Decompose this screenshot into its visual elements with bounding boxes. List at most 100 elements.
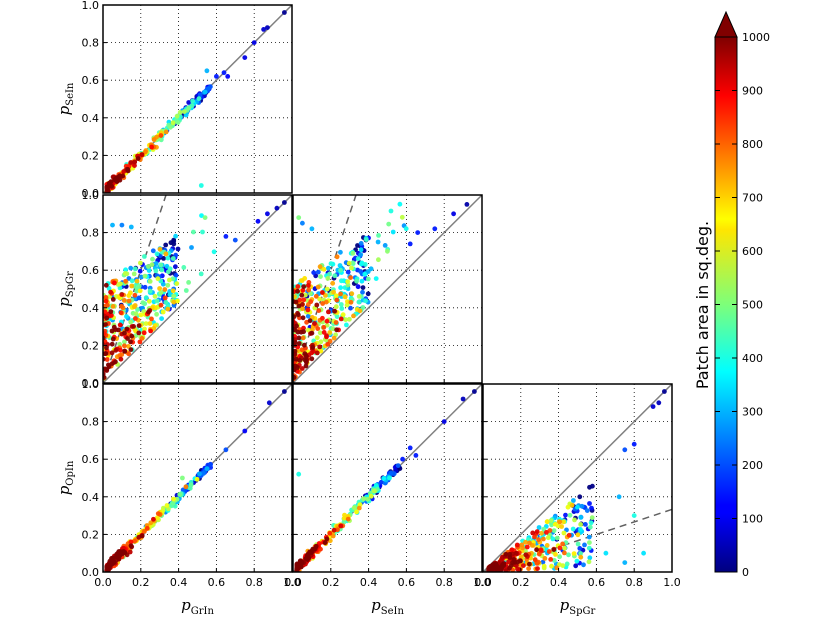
colorbar-tick-label: 900 [742,85,763,98]
data-point [338,302,344,307]
data-point [303,292,308,298]
data-point [170,288,176,294]
y-tick-label: 0.2 [82,149,100,162]
data-point [345,516,351,522]
data-point [472,389,477,394]
data-point [564,561,570,567]
identity-line [483,384,672,572]
data-point [354,509,359,515]
data-point [587,501,592,506]
data-point [397,201,403,207]
data-point [588,520,594,526]
data-point [202,89,208,95]
data-point [527,561,532,567]
data-point [105,566,110,571]
data-point [149,144,155,150]
data-point [523,548,528,554]
data-point [317,264,323,270]
data-point [563,512,568,518]
x-axis-label: pSpGr [560,596,596,617]
data-point [325,276,331,281]
data-point [251,40,257,45]
data-point [343,317,348,322]
data-point [232,237,238,243]
data-point [317,344,323,350]
data-point [109,350,115,356]
data-point [139,274,144,280]
data-point [407,445,413,451]
data-point [149,316,154,322]
data-point [299,292,305,298]
data-point [121,298,127,303]
data-point [126,293,132,298]
data-point [535,566,540,571]
x-tick-label: 1.0 [283,576,301,589]
data-point [460,396,466,402]
panel-grin-vs-opin: 0.00.00.20.20.40.40.60.60.80.81.01.0pGrI… [55,378,301,617]
data-point [541,526,547,532]
data-point [324,536,330,542]
data-point [174,281,180,286]
data-point [173,252,179,258]
data-point [503,568,509,572]
data-point [375,239,381,245]
data-point [338,285,343,291]
data-point [137,288,143,294]
data-point [518,554,524,560]
data-point [578,527,583,532]
data-point [140,300,146,305]
data-point [321,266,327,272]
data-point [109,328,115,334]
data-point [320,315,325,321]
data-point [242,55,248,60]
data-point [332,273,338,279]
data-point [133,316,138,321]
data-point [109,361,115,366]
data-point [103,322,108,327]
data-point [330,533,336,539]
x-tick-label: 0.4 [550,576,568,589]
data-point [177,110,183,115]
data-point [388,208,394,214]
panel-grin-vs-spgr: 0.0 0.2 0.4 0.6 0.8 1.0 pSpGr [55,189,293,390]
data-point [360,305,366,310]
data-point [116,327,121,333]
data-point [318,339,324,345]
data-point [320,290,325,295]
data-point [154,298,160,304]
data-point [541,536,546,542]
data-point [108,309,114,314]
data-point [622,447,628,453]
data-point [106,188,111,193]
data-point [293,340,298,345]
data-point [494,564,499,570]
data-point [361,496,367,502]
data-point [165,282,171,288]
data-point [158,302,164,308]
data-point [146,298,152,304]
data-point [301,325,306,331]
data-point [139,533,145,539]
y-tick-label: 0.4 [82,491,100,504]
data-point [103,298,109,304]
data-point [356,505,362,511]
data-point [122,349,128,354]
data-point [136,330,142,336]
data-point [324,318,330,324]
data-point [296,215,302,221]
data-point [524,544,530,550]
data-point [189,245,194,250]
data-point [146,309,151,315]
data-point [339,278,344,284]
data-point [314,350,320,356]
data-point [358,252,364,257]
data-point [304,357,309,363]
data-point [181,109,187,114]
data-point [330,280,336,286]
data-point [551,558,557,563]
data-point [355,284,361,290]
data-point [180,475,185,481]
colorbar-tick-label: 800 [742,138,763,151]
data-point [163,129,169,135]
